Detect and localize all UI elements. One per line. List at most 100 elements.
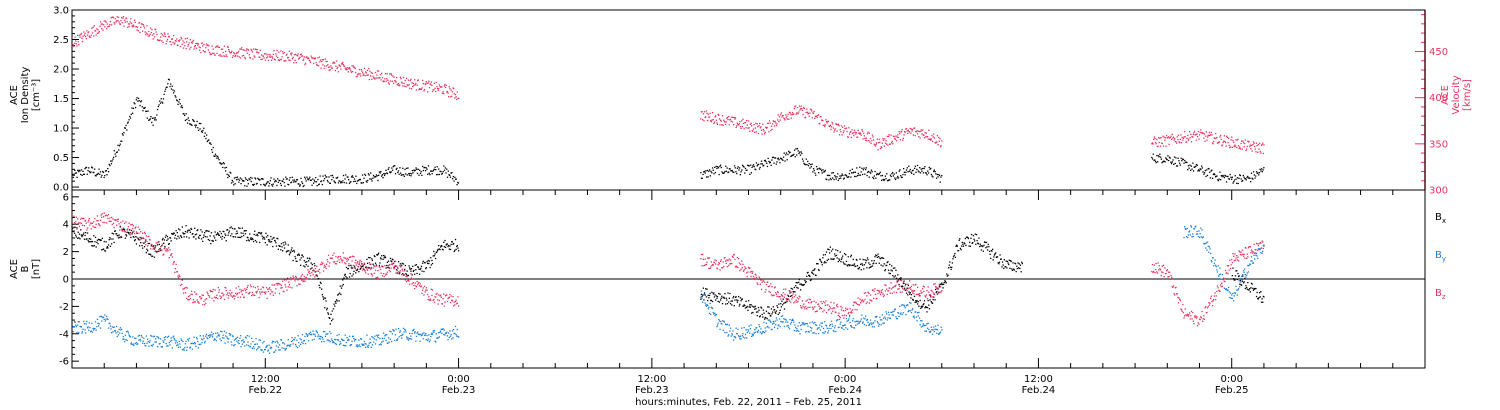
velocity-point bbox=[224, 55, 226, 57]
velocity-point bbox=[1262, 152, 1264, 155]
By-point bbox=[379, 337, 381, 339]
By-point bbox=[303, 339, 305, 342]
Bx-point bbox=[157, 250, 159, 252]
Bx-point bbox=[785, 301, 787, 304]
By-point bbox=[933, 330, 935, 333]
density-point bbox=[723, 172, 725, 174]
Bx-point bbox=[267, 239, 270, 241]
density-point bbox=[1201, 165, 1203, 167]
By-point bbox=[173, 335, 175, 337]
By-point bbox=[339, 343, 341, 346]
By-point bbox=[140, 340, 142, 342]
Bx-point bbox=[807, 271, 809, 274]
density-point bbox=[259, 179, 261, 181]
Bx-point bbox=[252, 238, 254, 240]
velocity-point bbox=[216, 52, 218, 54]
velocity-point bbox=[341, 62, 343, 64]
By-point bbox=[873, 326, 875, 328]
velocity-point bbox=[863, 132, 865, 134]
density-point bbox=[752, 165, 754, 167]
By-point bbox=[759, 326, 761, 328]
density-point bbox=[1256, 172, 1258, 175]
density-point bbox=[254, 177, 256, 179]
Bx-point bbox=[914, 301, 916, 304]
velocity-point bbox=[317, 65, 320, 67]
Bz-point bbox=[212, 290, 214, 293]
Bx-point bbox=[99, 239, 101, 241]
Bx-point bbox=[874, 254, 877, 256]
bottom-left-tick-label: -2 bbox=[59, 302, 69, 313]
velocity-point bbox=[160, 36, 162, 38]
velocity-point bbox=[138, 22, 141, 24]
density-point bbox=[741, 164, 744, 166]
density-point bbox=[856, 167, 858, 169]
By-point bbox=[361, 344, 364, 346]
velocity-point bbox=[182, 47, 185, 49]
velocity-point bbox=[207, 44, 209, 46]
density-point bbox=[840, 175, 842, 177]
velocity-point bbox=[703, 120, 705, 122]
density-point bbox=[212, 146, 214, 149]
By-point bbox=[722, 329, 724, 331]
Bx-point bbox=[449, 248, 452, 251]
Bx-point bbox=[889, 272, 891, 275]
Bx-point bbox=[799, 289, 802, 291]
Bx-point bbox=[928, 308, 931, 310]
Bz-point bbox=[265, 287, 268, 289]
velocity-point bbox=[78, 34, 81, 36]
velocity-point bbox=[427, 91, 429, 93]
density-point bbox=[186, 122, 189, 124]
By-point bbox=[734, 335, 736, 338]
By-point bbox=[854, 321, 856, 323]
Bx-point bbox=[164, 236, 167, 238]
By-point bbox=[342, 344, 344, 346]
Bz-point bbox=[256, 290, 258, 292]
Bx-point bbox=[304, 261, 307, 263]
Bz-point bbox=[233, 294, 235, 297]
Bx-point bbox=[285, 243, 287, 245]
density-point bbox=[1247, 177, 1250, 179]
By-point bbox=[1239, 286, 1241, 288]
By-point bbox=[284, 349, 286, 351]
By-point bbox=[1239, 281, 1242, 283]
density-point bbox=[739, 174, 741, 176]
Bx-point bbox=[91, 245, 93, 247]
By-point bbox=[860, 320, 862, 322]
By-point bbox=[829, 323, 831, 326]
Bz-point bbox=[141, 237, 143, 240]
velocity-point bbox=[798, 111, 800, 113]
By-point bbox=[202, 339, 204, 341]
velocity-point bbox=[188, 42, 190, 44]
By-point bbox=[129, 336, 131, 338]
Bx-point bbox=[736, 301, 738, 303]
By-point bbox=[380, 344, 382, 346]
Bx-point bbox=[809, 275, 811, 277]
By-point bbox=[300, 339, 302, 341]
density-point bbox=[781, 158, 783, 160]
Bx-point bbox=[166, 235, 169, 238]
velocity-point bbox=[853, 129, 856, 132]
Bz-point bbox=[190, 290, 193, 292]
Bx-point bbox=[125, 235, 128, 237]
density-point bbox=[384, 173, 386, 175]
velocity-point bbox=[816, 116, 818, 119]
density-point bbox=[336, 177, 338, 179]
velocity-point bbox=[925, 132, 927, 134]
By-point bbox=[101, 316, 103, 318]
density-point bbox=[889, 179, 891, 181]
density-point bbox=[119, 143, 121, 145]
Bx-point bbox=[314, 265, 316, 267]
velocity-point bbox=[442, 91, 444, 93]
Bz-point bbox=[215, 296, 217, 299]
velocity-point bbox=[880, 146, 882, 148]
velocity-point bbox=[322, 64, 324, 66]
By-point bbox=[210, 331, 213, 333]
Bx-point bbox=[876, 255, 878, 257]
density-point bbox=[446, 176, 449, 178]
density-point bbox=[1208, 168, 1210, 170]
velocity-point bbox=[736, 122, 738, 124]
Bz-point bbox=[221, 292, 224, 294]
velocity-point bbox=[873, 143, 875, 145]
density-point bbox=[416, 168, 418, 170]
By-point bbox=[206, 337, 208, 339]
